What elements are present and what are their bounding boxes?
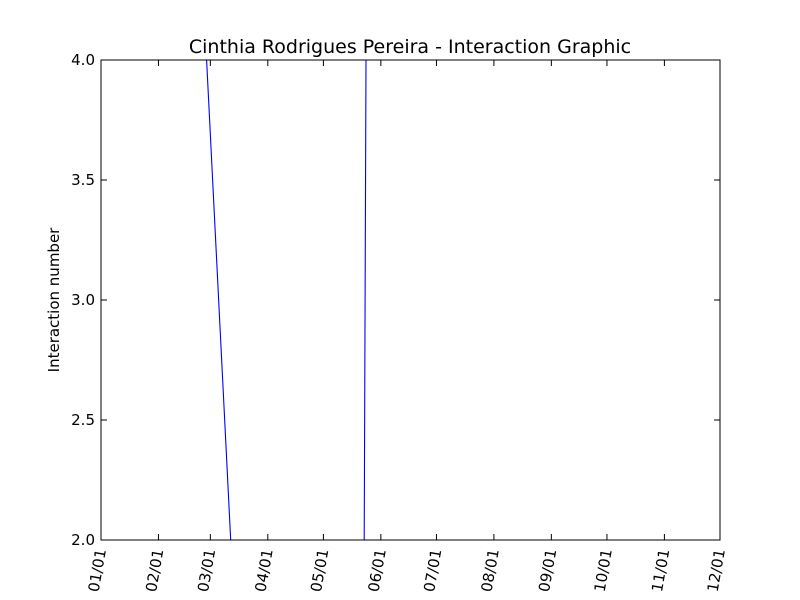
y-tick-label: 3.0 [71, 291, 95, 309]
plot-frame [100, 59, 721, 541]
axis-ticks: 01/01 02/01 03/01 04/01 05/01 06/01 07/01 08/01… [71, 51, 729, 593]
x-tick-label: 03/01 [194, 548, 219, 594]
x-tick-label: 07/01 [420, 548, 445, 594]
x-tick-label: 04/01 [252, 548, 277, 594]
y-tick-label: 4.0 [71, 51, 95, 69]
chart-title: Cinthia Rodrigues Pereira - Interaction … [189, 36, 631, 58]
x-tick-label: 08/01 [478, 548, 503, 594]
x-tick-label: 01/01 [85, 548, 110, 594]
x-tick-label: 06/01 [365, 548, 390, 594]
x-tick-label: 05/01 [307, 548, 332, 594]
y-axis-label: Interaction number [45, 227, 63, 373]
x-tick-label: 10/01 [591, 548, 616, 594]
y-tick-label: 2.5 [71, 411, 95, 429]
x-tick-label: 11/01 [648, 548, 673, 594]
series-line-0 [206, 60, 367, 540]
x-tick-label: 02/01 [142, 548, 167, 594]
x-tick-label: 09/01 [535, 548, 560, 594]
y-tick-label: 2.0 [71, 531, 95, 549]
y-tick-label: 3.5 [71, 171, 95, 189]
plot-area [206, 60, 367, 540]
x-tick-label: 12/01 [704, 548, 729, 594]
